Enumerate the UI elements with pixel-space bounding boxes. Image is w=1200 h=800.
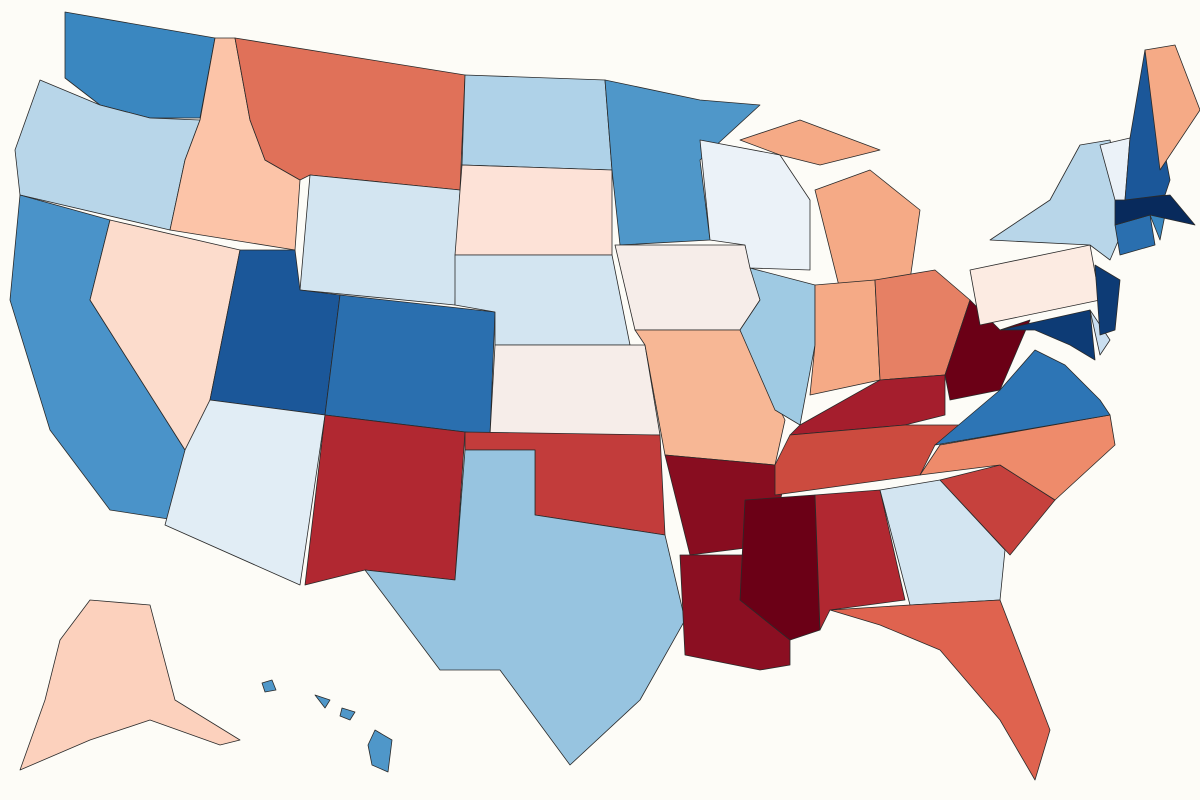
- state: [19, 599, 241, 771]
- state: [489, 344, 661, 436]
- state: [164, 399, 326, 586]
- state: [739, 494, 821, 641]
- states: [9, 11, 1200, 781]
- state: [324, 294, 496, 436]
- state: [1144, 44, 1200, 171]
- state: [814, 169, 921, 291]
- state: [454, 164, 613, 256]
- state: [829, 599, 1051, 781]
- state: [614, 244, 761, 331]
- state: [944, 299, 1031, 401]
- state: [364, 449, 686, 766]
- state: [999, 309, 1096, 361]
- state: [461, 74, 613, 171]
- state: [339, 707, 356, 721]
- state: [314, 694, 331, 709]
- state: [304, 414, 466, 586]
- state: [919, 414, 1116, 501]
- state: [299, 174, 461, 306]
- state: [814, 489, 906, 631]
- state: [699, 139, 811, 271]
- state: [879, 479, 1006, 606]
- state: [367, 729, 393, 773]
- state: [739, 119, 881, 166]
- state: [261, 679, 277, 693]
- state: [604, 79, 761, 246]
- state: [1094, 264, 1121, 336]
- state: [809, 279, 881, 396]
